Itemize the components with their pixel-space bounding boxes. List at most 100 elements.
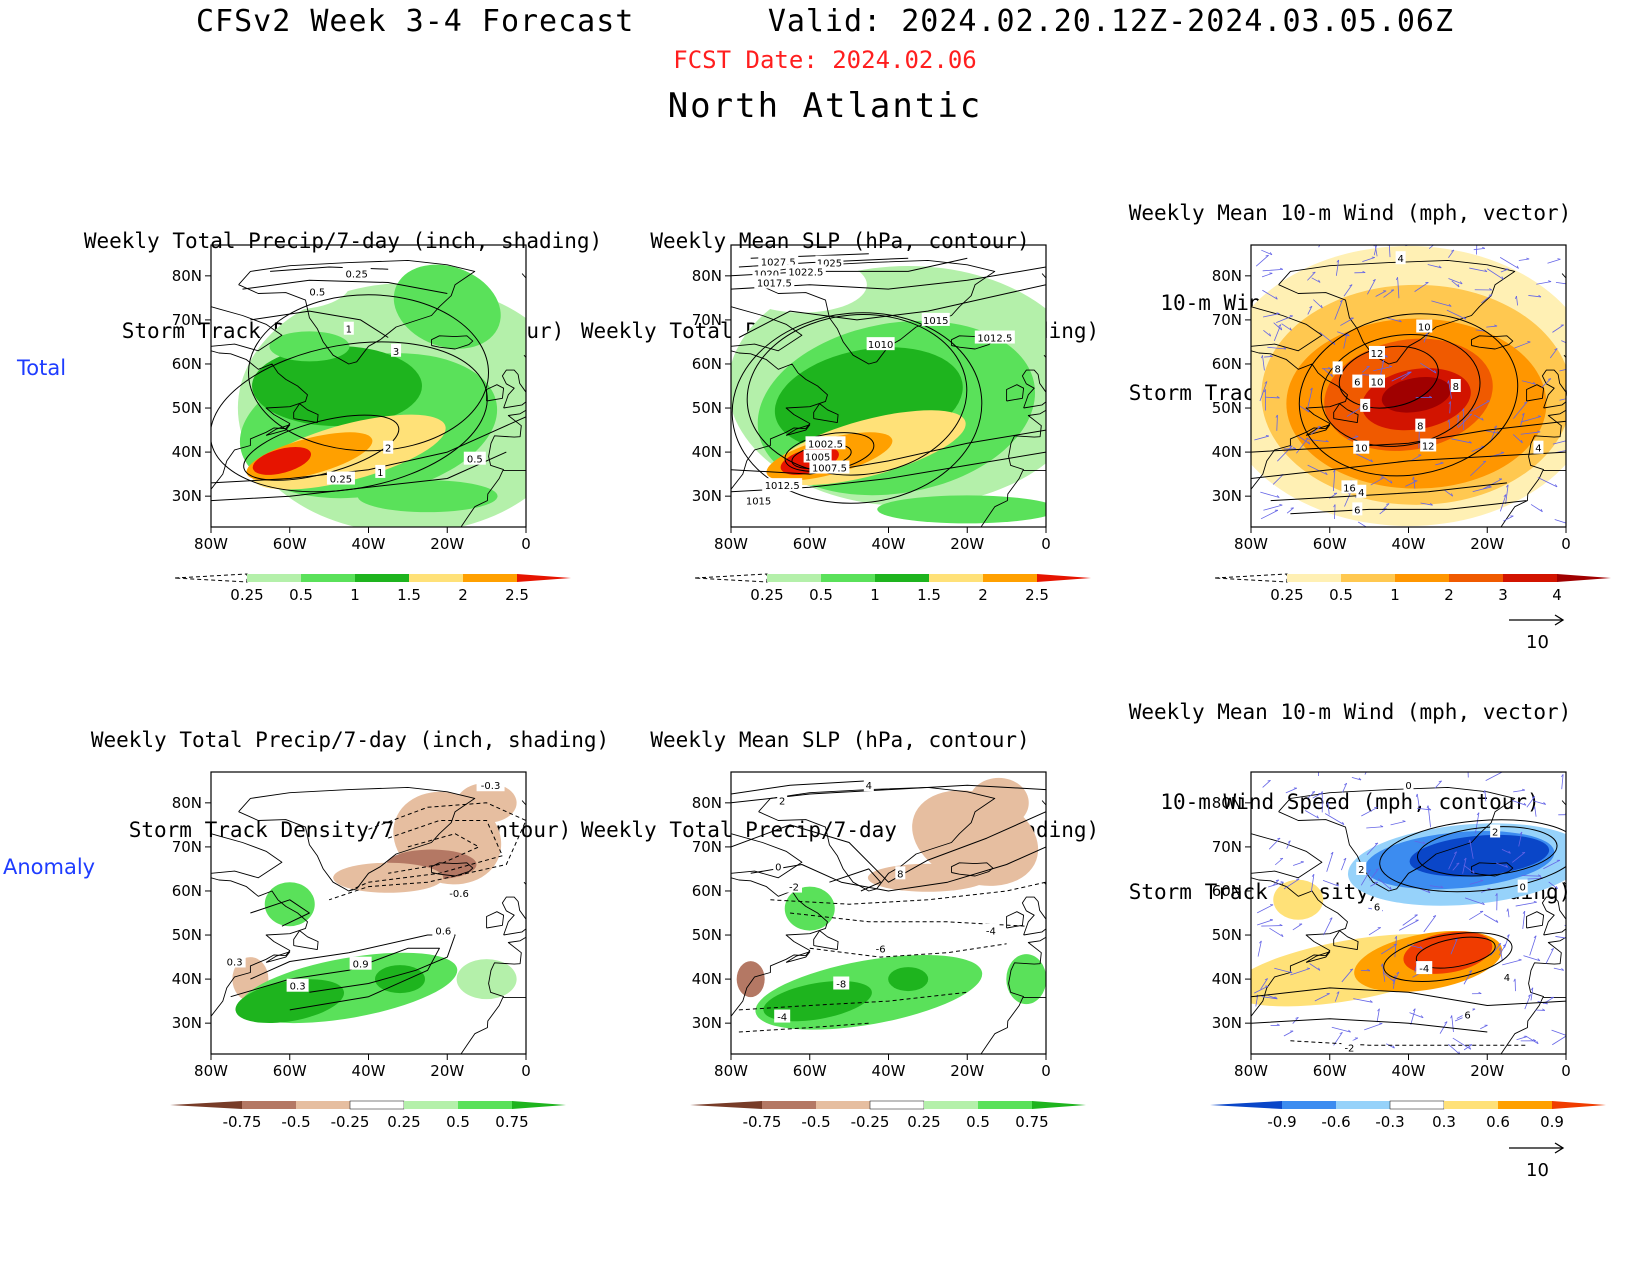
shading-region	[1409, 834, 1550, 877]
colorbar-label: 0.5	[809, 586, 833, 604]
contour-line	[750, 846, 1046, 892]
contour-label: 1012.5	[974, 330, 1015, 345]
lat-tick-label: 30N	[692, 1014, 722, 1032]
svg-text:2: 2	[1358, 865, 1364, 876]
lon-tick-label: 60W	[273, 1062, 307, 1080]
contour-line	[770, 881, 1046, 905]
colorbar-label: 0.6	[1486, 1113, 1510, 1131]
lat-tick-label: 70N	[172, 838, 202, 856]
contour-line	[731, 780, 869, 795]
svg-text:-0.6: -0.6	[449, 889, 469, 900]
shading-region	[252, 446, 312, 475]
contour-label: 6	[1360, 398, 1371, 413]
svg-text:10: 10	[1418, 323, 1431, 334]
lon-tick-label: 40W	[352, 535, 386, 553]
lon-tick-label: 40W	[872, 535, 906, 553]
colorbar-label: 0.75	[1015, 1113, 1048, 1131]
map-panel-anomaly-precip: -0.3 -0.6 0.6 0.3 0.9 0.3 80W 60W 40W 20W 0 80N 70N 6…	[172, 771, 531, 1080]
contour-label: 6	[1352, 502, 1363, 516]
svg-text:6: 6	[1362, 402, 1368, 413]
contour-label: -4	[774, 1009, 791, 1024]
shading-region	[1006, 954, 1046, 1005]
contour-label: 4	[1395, 251, 1406, 265]
svg-text:-2: -2	[789, 883, 799, 894]
lon-tick-label: 40W	[352, 1062, 386, 1080]
svg-text:0.25: 0.25	[346, 270, 368, 281]
colorbar-total-slp: 0.25 0.5 1 1.5 2 2.5	[694, 573, 1091, 604]
shading-region	[357, 480, 498, 513]
colorbar-label: 2.5	[1025, 586, 1049, 604]
colorbar-label: 1	[1390, 586, 1400, 604]
shading-region	[252, 346, 422, 426]
contour-line	[1415, 936, 1496, 969]
panel-2-title-line1: Weekly Mean SLP (hPa, contour)	[650, 229, 1030, 253]
vector-reference-anomaly-label: 10	[1526, 1160, 1549, 1181]
coastlines	[1251, 786, 1566, 1054]
colorbar-swatches	[170, 1100, 566, 1110]
contour-label: 1	[375, 464, 386, 479]
contour-line	[731, 312, 983, 504]
contour-label: 0	[1403, 778, 1414, 792]
contour-label: 1005	[803, 449, 832, 464]
svg-text:4: 4	[1535, 444, 1541, 455]
contour-line	[242, 279, 448, 294]
main-title: CFSv2 Week 3-4 Forecast Valid: 2024.02.2…	[0, 4, 1650, 39]
svg-text:0.9: 0.9	[353, 960, 369, 971]
lat-tick-label: 40N	[1212, 970, 1242, 988]
svg-text:1: 1	[346, 325, 352, 336]
svg-text:1007.5: 1007.5	[812, 464, 847, 475]
contour-label: 16	[1341, 480, 1358, 494]
contour-line	[731, 811, 1046, 883]
svg-text:8: 8	[1453, 382, 1459, 393]
panel-6-title: Weekly Mean 10-m Wind (mph, vector) 10-m…	[1090, 637, 1610, 937]
contour-line	[250, 310, 389, 338]
contour-line	[829, 868, 882, 892]
contour-label: 1015	[921, 312, 950, 327]
lat-tick-label: 70N	[1212, 311, 1242, 329]
panel-6-title-line2: 10-m Wind Speed (mph, contour)	[1160, 790, 1540, 814]
contour-line	[1251, 987, 1566, 1006]
lon-tick-label: 60W	[1313, 1062, 1347, 1080]
contour-label: -0.3	[476, 778, 505, 792]
colorbar-label: 4	[1552, 586, 1562, 604]
contour-line	[1251, 1018, 1488, 1033]
svg-text:4: 4	[1358, 488, 1364, 499]
svg-text:0.6: 0.6	[435, 927, 451, 938]
row-label-total: Total	[17, 356, 67, 380]
svg-text:8: 8	[897, 869, 903, 880]
colorbar-swatches	[694, 573, 1091, 583]
wind-vectors	[1254, 772, 1566, 1054]
shading-region	[888, 967, 929, 992]
colorbar-label: 0.25	[907, 1113, 940, 1131]
lat-tick-label: 80N	[172, 267, 202, 285]
lat-tick-label: 30N	[1212, 1014, 1242, 1032]
colorbar-swatches	[1214, 573, 1611, 583]
colorbar-label: 0.9	[1540, 1113, 1564, 1131]
shading-region	[375, 965, 425, 994]
lon-tick-label: 80W	[714, 1062, 748, 1080]
lon-tick-label: 20W	[430, 1062, 464, 1080]
panel-5-title-line1: Weekly Mean SLP (hPa, contour)	[650, 728, 1030, 752]
map-panel-anomaly-slp: 4 2 0 -2 8 -4 -6 -8 -4 80W 60W 40W 20W 0 80N 70N 60N 50N 4…	[692, 771, 1051, 1080]
lon-tick-label: 80W	[714, 535, 748, 553]
svg-text:0.5: 0.5	[309, 287, 325, 298]
lat-tick-label: 50N	[1212, 399, 1242, 417]
lat-tick-label: 60N	[692, 882, 722, 900]
svg-text:0: 0	[1520, 883, 1526, 894]
colorbar-anomaly-precip: -0.75 -0.5 -0.25 0.25 0.5 0.75	[170, 1100, 566, 1131]
svg-text:10: 10	[1371, 378, 1384, 389]
lon-tick-label: 0	[1561, 1062, 1571, 1080]
colorbar-label: 0.25	[387, 1113, 420, 1131]
contour-label: -2	[1341, 1040, 1358, 1054]
lon-tick-label: 20W	[1470, 1062, 1504, 1080]
svg-text:-0.3: -0.3	[481, 781, 501, 792]
vector-reference-anomaly: 10	[1509, 1142, 1565, 1181]
contour-label: 12	[1420, 438, 1437, 452]
contour-label: 4	[1501, 969, 1512, 984]
svg-text:0.25: 0.25	[330, 475, 352, 486]
contour-label: 1017.5	[754, 275, 795, 289]
shading-region	[264, 882, 315, 927]
contour-label: 1	[343, 321, 354, 336]
map-panel-anomaly-wind: 0 2 2 6 0 -4 4 6 -2 80W 60W 40W 20W 0 80N 70N 60N 50N 40N 3…	[1212, 771, 1571, 1080]
contour-label: 8	[895, 866, 906, 880]
